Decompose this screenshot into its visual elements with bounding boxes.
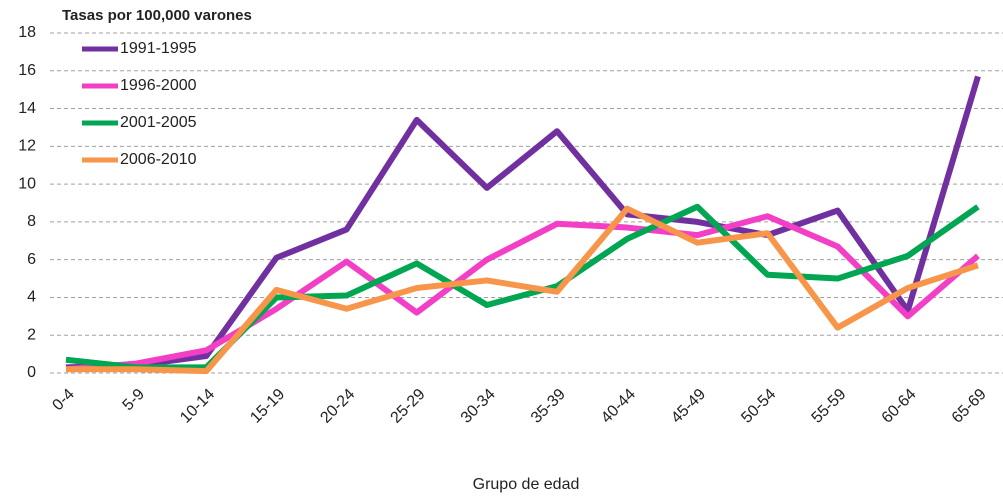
x-tick-label: 40-44 <box>598 386 639 427</box>
y-tick-label: 12 <box>18 138 36 155</box>
data-line <box>66 205 979 375</box>
x-tick-label: 55-59 <box>809 386 850 427</box>
x-tick-label: 60-64 <box>879 386 920 427</box>
x-tick-label: 5-9 <box>120 386 148 414</box>
data-line <box>65 75 981 371</box>
y-tick-label: 6 <box>27 251 36 268</box>
x-tick-label: 0-4 <box>49 386 77 414</box>
y-tick-label: 10 <box>18 175 36 192</box>
x-tick-label: 65-69 <box>949 386 990 427</box>
x-tick-label: 35-39 <box>528 386 569 427</box>
y-tick-label: 0 <box>27 364 36 381</box>
x-tick-label: 15-19 <box>247 386 288 427</box>
y-tick-label: 8 <box>27 213 36 230</box>
x-tick-label: 50-54 <box>738 386 779 427</box>
y-tick-label: 18 <box>18 24 36 41</box>
chart-title: Tasas por 100,000 varones <box>62 7 252 24</box>
x-tick-label: 30-34 <box>458 386 499 427</box>
x-axis-label: Grupo de edad <box>473 476 580 493</box>
y-tick-label: 14 <box>18 100 36 117</box>
y-tick-label: 4 <box>27 289 36 306</box>
legend-label: 2006-2010 <box>120 151 197 168</box>
legend-label: 1991-1995 <box>120 40 197 57</box>
data-line <box>65 213 980 373</box>
y-tick-label: 2 <box>27 326 36 343</box>
y-tick-label: 16 <box>18 62 36 79</box>
x-tick-label: 20-24 <box>317 386 358 427</box>
legend-label: 2001-2005 <box>120 114 197 131</box>
x-tick-label: 10-14 <box>177 386 218 427</box>
x-tick-label: 25-29 <box>388 386 429 427</box>
x-tick-label: 45-49 <box>668 386 709 427</box>
legend-label: 1996-2000 <box>120 77 197 94</box>
